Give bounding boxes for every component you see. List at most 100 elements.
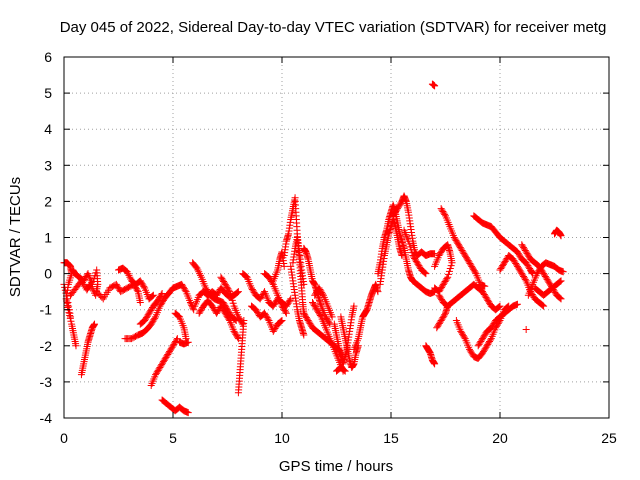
data-point (474, 342, 482, 350)
data-point (523, 249, 531, 257)
data-point (446, 265, 454, 273)
data-point (463, 255, 471, 263)
data-point (186, 298, 194, 306)
data-point (287, 295, 295, 303)
data-point (479, 288, 487, 296)
series-a11 (176, 338, 192, 348)
data-point (213, 308, 221, 316)
series-a23 (287, 262, 308, 339)
series-a47 (496, 252, 548, 310)
data-point (265, 273, 273, 281)
data-point (233, 332, 241, 340)
series-a28 (311, 284, 336, 321)
data-point (310, 301, 318, 309)
data-point (391, 209, 399, 217)
series-a34 (376, 215, 406, 288)
series-a42 (435, 280, 504, 314)
x-tick-label: 5 (169, 430, 177, 446)
data-point (557, 277, 565, 285)
data-point (65, 302, 73, 310)
data-point (165, 349, 173, 357)
data-point (460, 333, 468, 341)
data-point (276, 318, 284, 326)
y-tick-labels: -4 -3 -2 -1 0 1 2 3 4 5 6 (40, 49, 53, 426)
data-point (396, 200, 404, 208)
data-point (234, 288, 242, 296)
data-point (457, 327, 465, 335)
data-point (136, 298, 144, 306)
data-point (227, 291, 235, 299)
data-point (220, 278, 228, 286)
data-point (434, 322, 442, 330)
x-tick-label: 20 (492, 430, 508, 446)
data-point (435, 321, 443, 329)
data-point (483, 342, 491, 350)
data-point (499, 260, 507, 268)
data-point (317, 287, 325, 295)
data-point (433, 324, 441, 332)
data-point (514, 264, 522, 272)
data-point (524, 262, 532, 270)
x-tick-labels: 0 5 10 15 20 25 (60, 430, 617, 446)
data-point (456, 244, 464, 252)
data-point (91, 320, 99, 328)
data-point (147, 306, 155, 314)
data-point (286, 296, 294, 304)
data-point (154, 297, 162, 305)
data-point (534, 268, 542, 276)
data-point (305, 318, 313, 326)
series-a45 (470, 212, 537, 278)
series-a10 (171, 309, 190, 343)
data-point (522, 259, 530, 267)
data-point (509, 255, 517, 263)
data-point (184, 409, 192, 417)
data-point (218, 304, 226, 312)
data-point (450, 234, 458, 241)
data-point (440, 279, 448, 287)
data-point (339, 366, 347, 374)
data-point (221, 309, 229, 317)
data-point (511, 258, 519, 266)
data-point (236, 316, 244, 324)
data-point (437, 249, 445, 257)
data-point (233, 289, 241, 297)
data-point (389, 212, 397, 220)
data-point (91, 272, 99, 280)
data-point (438, 315, 446, 323)
data-point (438, 282, 446, 290)
data-point (219, 298, 227, 306)
data-point (395, 202, 403, 210)
data-point (213, 290, 221, 298)
x-tick-label: 25 (601, 430, 617, 446)
y-tick-label: 4 (44, 121, 52, 137)
data-point (470, 267, 478, 275)
data-point (226, 288, 234, 296)
series-a24 (289, 234, 308, 288)
data-point (148, 293, 156, 301)
data-point (150, 316, 158, 324)
y-tick-label: 0 (44, 266, 52, 282)
data-point (149, 317, 157, 325)
data-point (229, 299, 237, 307)
series-a41 (437, 205, 489, 290)
data-point (281, 306, 289, 314)
data-point (90, 275, 98, 283)
data-point (196, 308, 204, 316)
data-point (114, 283, 122, 291)
data-point (485, 298, 493, 306)
y-tick-label: 2 (44, 193, 52, 209)
data-point (438, 206, 446, 214)
data-point (408, 249, 416, 257)
data-point (281, 308, 289, 316)
y-tick-label: 3 (44, 157, 52, 173)
data-point (431, 284, 439, 292)
series-a49 (524, 259, 567, 299)
data-point (315, 309, 323, 317)
data-point (442, 276, 450, 284)
y-tick-label: 1 (44, 230, 52, 246)
data-point (315, 310, 323, 318)
data-point (278, 302, 286, 310)
data-point (280, 305, 288, 313)
data-point (392, 208, 400, 216)
data-point (179, 283, 187, 291)
